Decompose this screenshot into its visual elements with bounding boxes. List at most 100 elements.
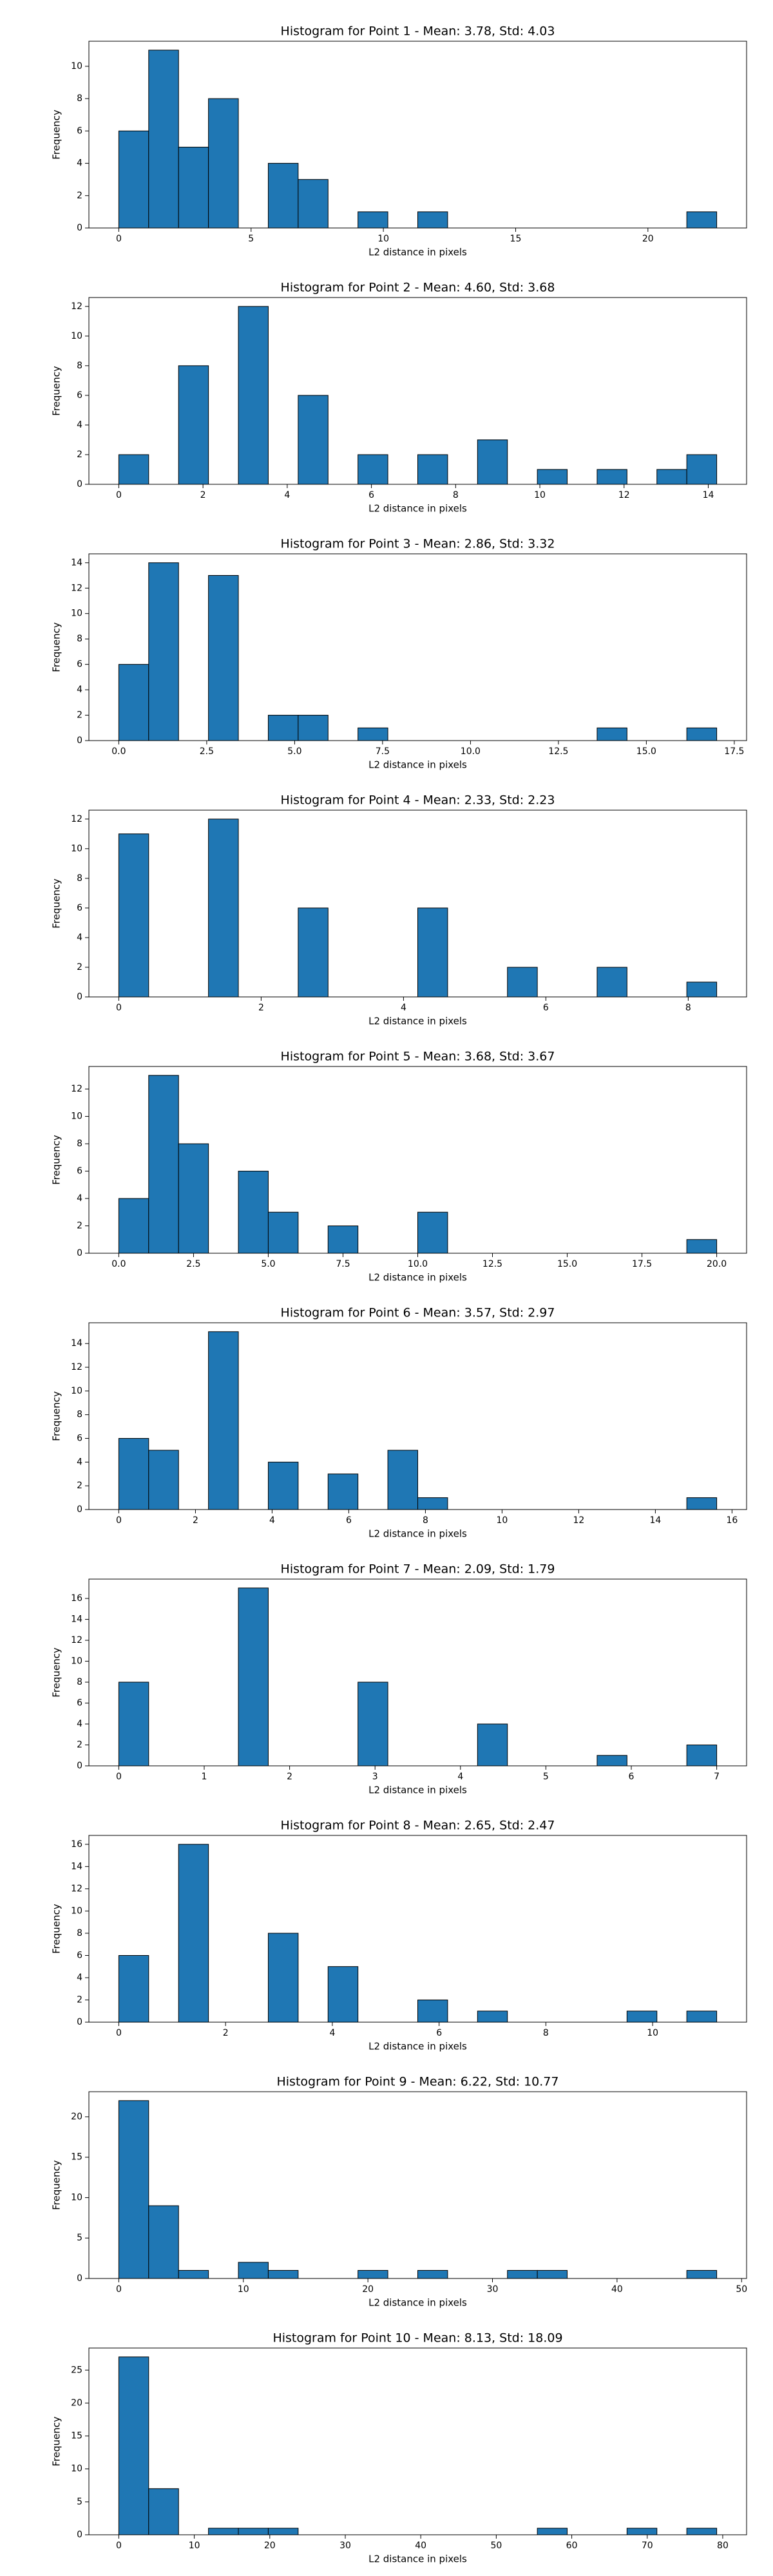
bar (208, 819, 239, 998)
bar (387, 1450, 418, 1510)
bar (686, 1497, 718, 1510)
x-tick-label: 4 (269, 1515, 275, 1526)
y-tick-label: 2 (77, 1994, 82, 2005)
bar (596, 727, 627, 741)
y-tick-label: 10 (71, 331, 82, 341)
x-tick-label: 20.0 (707, 1259, 727, 1269)
x-tick-label: 7.5 (376, 746, 390, 757)
x-tick-label: 1 (202, 1772, 207, 1782)
bar (358, 454, 388, 485)
bar (686, 2011, 718, 2023)
bar (267, 163, 299, 229)
bar (417, 454, 448, 485)
x-tick-label: 5 (248, 234, 254, 244)
y-tick-label: 8 (77, 1410, 82, 1420)
x-tick-label: 12.5 (548, 746, 568, 757)
x-tick-label: 10.0 (408, 1259, 428, 1269)
y-tick-label: 4 (77, 420, 82, 430)
axes-frame (88, 2347, 747, 2535)
bar (178, 2269, 209, 2279)
y-tick-label: 14 (71, 1338, 82, 1349)
bar (178, 146, 209, 229)
y-axis-label: Frequency (51, 1135, 62, 1185)
y-tick-label: 2 (77, 1221, 82, 1231)
x-tick-label: 2.5 (200, 746, 214, 757)
bar (686, 454, 718, 485)
bar (417, 1999, 448, 2023)
y-tick-label: 2 (77, 710, 82, 721)
axes-frame (88, 41, 747, 229)
y-tick-label: 0 (77, 735, 82, 746)
bar (686, 981, 718, 998)
x-tick-label: 5.0 (287, 746, 301, 757)
y-tick-label: 4 (77, 685, 82, 695)
x-tick-label: 3 (372, 1772, 378, 1782)
y-tick-label: 16 (71, 1593, 82, 1604)
bar (298, 715, 329, 741)
x-tick-label: 6 (368, 490, 374, 500)
y-tick-label: 10 (71, 2192, 82, 2202)
y-tick-label: 5 (77, 2497, 82, 2507)
y-tick-label: 5 (77, 2233, 82, 2243)
y-axis-label: Frequency (51, 622, 62, 672)
y-tick-label: 4 (77, 1193, 82, 1204)
y-tick-label: 0 (77, 1248, 82, 1258)
bar (267, 2269, 299, 2279)
y-tick-label: 0 (77, 223, 82, 233)
bar (298, 395, 329, 485)
y-tick-label: 25 (71, 2365, 82, 2375)
y-tick-label: 12 (71, 814, 82, 824)
x-tick-label: 2 (287, 1772, 292, 1782)
x-tick-label: 0 (116, 1515, 122, 1526)
bar (178, 1143, 209, 1254)
y-tick-label: 20 (71, 2112, 82, 2122)
x-tick-label: 20 (642, 234, 654, 244)
bar (596, 967, 627, 998)
y-tick-label: 6 (77, 1950, 82, 1960)
bar (118, 1438, 149, 1510)
bar (118, 1955, 149, 2023)
chart-title: Histogram for Point 3 - Mean: 2.86, Std:… (281, 537, 555, 551)
x-axis-label: L2 distance in pixels (368, 2553, 467, 2565)
bar (118, 2356, 149, 2535)
bar (238, 1171, 269, 1254)
bar (298, 907, 329, 998)
y-tick-label: 10 (71, 609, 82, 619)
x-tick-label: 14 (703, 490, 714, 500)
x-tick-label: 40 (611, 2284, 623, 2295)
x-axis-label: L2 distance in pixels (368, 1016, 467, 1027)
bar (327, 1473, 359, 1510)
bar (656, 469, 687, 485)
bar (267, 1211, 299, 1254)
x-axis-label: L2 distance in pixels (368, 759, 467, 771)
x-tick-label: 40 (415, 2541, 426, 2551)
bar (417, 1497, 448, 1510)
y-tick-label: 2 (77, 1481, 82, 1491)
y-axis-label: Frequency (51, 109, 62, 160)
bar (686, 211, 718, 229)
y-tick-label: 14 (71, 558, 82, 568)
axes-frame (88, 1322, 747, 1510)
bar (118, 454, 149, 485)
x-tick-label: 60 (566, 2541, 578, 2551)
y-axis-label: Frequency (51, 2160, 62, 2210)
bar (686, 1239, 718, 1254)
bar (267, 1461, 299, 1510)
y-tick-label: 0 (77, 992, 82, 1002)
x-tick-label: 15.0 (636, 746, 656, 757)
y-axis-label: Frequency (51, 1647, 62, 1698)
bar (358, 1681, 388, 1766)
y-axis-label: Frequency (51, 1391, 62, 1441)
x-tick-label: 10.0 (461, 746, 481, 757)
y-tick-label: 12 (71, 301, 82, 312)
x-tick-label: 15 (510, 234, 522, 244)
y-tick-label: 0 (77, 2530, 82, 2540)
x-axis-label: L2 distance in pixels (368, 503, 467, 515)
chart-title: Histogram for Point 8 - Mean: 2.65, Std:… (281, 1819, 555, 1833)
x-tick-label: 20 (264, 2541, 276, 2551)
x-axis-label: L2 distance in pixels (368, 2297, 467, 2309)
y-tick-label: 0 (77, 2017, 82, 2027)
y-tick-label: 0 (77, 479, 82, 489)
x-tick-label: 5.0 (261, 1259, 275, 1269)
x-axis-label: L2 distance in pixels (368, 1528, 467, 1540)
